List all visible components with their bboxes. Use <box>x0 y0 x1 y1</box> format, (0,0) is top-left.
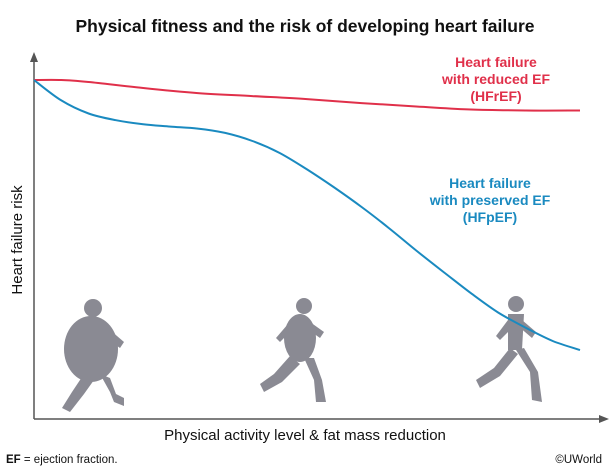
copyright: ©UWorld <box>555 454 602 466</box>
chart-title: Physical fitness and the risk of develop… <box>75 16 535 36</box>
runner-obese-silhouette <box>62 299 124 412</box>
series-label-hfref-line-1: Heart failure <box>455 54 537 70</box>
series-line-hfpef <box>33 79 581 351</box>
footnote: EF = ejection fraction. <box>6 454 118 466</box>
y-axis-label: Heart failure risk <box>9 185 26 295</box>
runner-overweight-silhouette <box>260 298 326 402</box>
x-axis-arrow <box>599 415 609 423</box>
footnote-term: EF <box>6 454 21 466</box>
series-label-hfref-line-3: (HFrEF) <box>470 88 521 104</box>
series-line-hfref <box>33 78 581 112</box>
series-label-hfpef-line-3: (HFpEF) <box>463 209 517 225</box>
x-axis-label: Physical activity level & fat mass reduc… <box>164 427 446 444</box>
series-label-hfpef-line-2: with preserved EF <box>429 192 551 208</box>
series-layer <box>33 78 581 351</box>
series-label-hfpef-line-1: Heart failure <box>449 175 531 191</box>
y-axis-arrow <box>30 52 38 62</box>
footnote-definition: = ejection fraction. <box>20 454 118 466</box>
runner-lean-silhouette <box>476 296 542 402</box>
series-label-hfref-line-2: with reduced EF <box>441 71 551 87</box>
